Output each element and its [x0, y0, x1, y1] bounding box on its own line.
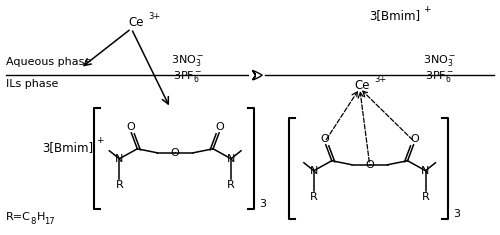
- Text: 8: 8: [30, 217, 36, 226]
- Text: Ce: Ce: [354, 79, 370, 92]
- Text: O: O: [366, 160, 374, 170]
- Text: 3PF$_6^-$: 3PF$_6^-$: [425, 69, 454, 84]
- Text: R: R: [227, 180, 235, 190]
- Text: Ce: Ce: [128, 16, 144, 29]
- Text: 3[Bmim]: 3[Bmim]: [370, 9, 421, 22]
- Text: N: N: [115, 154, 124, 164]
- Text: R: R: [310, 192, 318, 202]
- Text: O: O: [320, 134, 329, 144]
- Text: N: N: [310, 166, 318, 176]
- Text: 3+: 3+: [148, 12, 160, 21]
- Text: O: O: [126, 122, 134, 132]
- Text: O: O: [171, 148, 179, 158]
- Text: 3+: 3+: [374, 75, 387, 84]
- Text: 3: 3: [259, 200, 266, 209]
- Text: H: H: [36, 212, 45, 222]
- Text: N: N: [422, 166, 430, 176]
- Text: 3NO$_3^-$: 3NO$_3^-$: [423, 53, 456, 68]
- Text: +: +: [96, 136, 104, 145]
- Text: +: +: [424, 5, 431, 14]
- Text: 3NO$_3^-$: 3NO$_3^-$: [172, 53, 205, 68]
- Text: 17: 17: [44, 217, 55, 226]
- Text: Aqueous phase: Aqueous phase: [6, 57, 91, 67]
- Text: 3[Bmim]: 3[Bmim]: [42, 141, 94, 154]
- Text: O: O: [410, 134, 419, 144]
- Text: N: N: [227, 154, 235, 164]
- Text: R=C: R=C: [6, 212, 30, 222]
- Text: R: R: [422, 192, 430, 202]
- Text: 3PF$_6^-$: 3PF$_6^-$: [174, 69, 203, 84]
- Text: 3: 3: [454, 209, 460, 219]
- Text: ILs phase: ILs phase: [6, 79, 58, 89]
- Text: R: R: [116, 180, 123, 190]
- Text: O: O: [216, 122, 224, 132]
